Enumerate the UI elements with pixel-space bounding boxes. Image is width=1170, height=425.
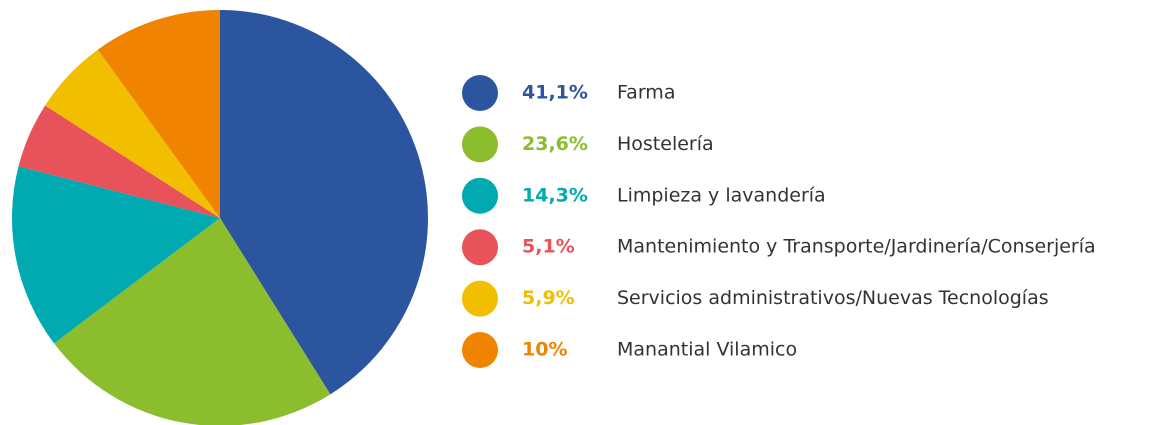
legend-swatch: [462, 280, 498, 317]
legend-swatch: [462, 229, 498, 266]
pie-slice: [18, 105, 221, 218]
legend-value: 23,6%: [522, 133, 588, 155]
legend-label: Mantenimiento y Transporte/Jardinería/Co…: [617, 236, 1096, 258]
pie-slice: [54, 218, 331, 425]
legend-swatch: [462, 332, 498, 368]
pie-slice: [97, 10, 220, 218]
legend-swatch: [462, 75, 498, 111]
legend-label: Manantial Vilamico: [617, 339, 797, 361]
legend-label: Farma: [617, 82, 675, 104]
legend-value: 5,9%: [522, 287, 575, 309]
legend-label: Hostelería: [617, 133, 714, 155]
legend-label: Limpieza y lavandería: [617, 184, 826, 206]
legend-swatch: [462, 126, 498, 163]
legend-value: 14,3%: [522, 184, 588, 206]
pie-slice: [220, 10, 429, 395]
legend-value: 41,1%: [522, 82, 588, 104]
pie-slice: [12, 166, 220, 344]
legend-value: 5,1%: [522, 236, 575, 258]
legend-value: 10%: [522, 339, 567, 361]
legend-label: Servicios administrativos/Nuevas Tecnolo…: [617, 287, 1049, 309]
pie-slice: [45, 49, 220, 219]
legend-swatch: [462, 177, 498, 214]
